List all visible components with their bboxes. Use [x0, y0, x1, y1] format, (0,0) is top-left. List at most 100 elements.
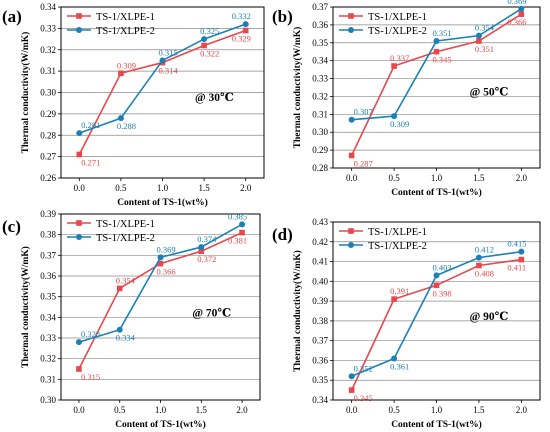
data-label: 0.345: [433, 55, 452, 65]
y-tick-label: 0.35: [312, 375, 328, 385]
y-axis-label: Thermal conductivity(W/mK): [292, 27, 303, 149]
x-tick-label: 2.0: [516, 173, 528, 183]
data-label: 0.309: [390, 119, 409, 129]
data-label: 0.328: [81, 329, 100, 339]
y-tick-label: 0.34: [312, 395, 328, 405]
data-point: [201, 36, 208, 43]
data-point: [518, 248, 525, 255]
x-tick-label: 0.0: [346, 405, 358, 415]
data-point: [116, 285, 123, 292]
panel-letter: (d): [272, 225, 293, 244]
data-label: 0.366: [157, 267, 176, 277]
data-label: 0.309: [117, 60, 136, 70]
data-label: 0.271: [81, 157, 100, 167]
data-point: [76, 130, 83, 137]
data-point: [475, 254, 482, 261]
series-line: [350, 258, 522, 391]
y-axis-label: Thermal conductivity(W/mK): [292, 250, 303, 372]
x-tick-label: 1.5: [473, 173, 485, 183]
data-label: 0.315: [159, 47, 178, 57]
chart-panel: (b) 0.28 0.29 0.30 0.31 0.32 0.33 0.34 0.35 0.36 0…: [272, 0, 541, 198]
y-tick-label: 0.39: [40, 209, 56, 219]
chart-panel: (a) 0.26 0.27 0.28 0.29 0.30 0.31 0.32 0.33 0.34 0…: [2, 2, 265, 208]
panel-letter: (b): [272, 7, 293, 26]
x-tick-label: 0.5: [114, 405, 126, 415]
y-tick-label: 0.36: [312, 20, 328, 30]
data-label: 0.366: [507, 17, 526, 27]
data-label: 0.403: [433, 262, 452, 272]
data-label: 0.372: [197, 254, 216, 264]
data-point: [391, 63, 397, 69]
x-tick-label: 1.0: [157, 183, 169, 193]
data-point: [201, 42, 207, 49]
legend-marker: [348, 13, 354, 19]
data-label: 0.334: [116, 333, 136, 343]
data-label: 0.385: [228, 211, 247, 221]
x-tick-label: 2.0: [516, 405, 528, 415]
x-tick-label: 1.5: [473, 405, 485, 415]
x-tick-label: 0.0: [73, 405, 85, 415]
data-label: 0.408: [475, 269, 494, 279]
data-point: [239, 229, 245, 236]
data-label: 0.314: [159, 66, 179, 76]
data-label: 0.412: [475, 245, 494, 255]
y-tick-label: 0.34: [40, 2, 56, 12]
data-point: [348, 387, 355, 393]
y-tick-label: 0.33: [40, 23, 56, 33]
data-label: 0.288: [117, 121, 136, 131]
y-tick-label: 0.30: [40, 88, 56, 98]
y-tick-label: 0.32: [312, 91, 328, 101]
data-label: 0.315: [81, 372, 100, 382]
y-tick-label: 0.29: [40, 109, 56, 119]
x-tick-label: 0.5: [115, 183, 127, 193]
y-tick-label: 0.28: [40, 130, 56, 140]
data-point: [433, 48, 440, 55]
data-label: 0.381: [228, 236, 247, 246]
panel-letter: (a): [2, 7, 22, 26]
panel-letter: (c): [2, 217, 21, 236]
x-tick-label: 0.0: [74, 183, 86, 193]
legend-label: TS-1/XLPE-2: [368, 241, 427, 252]
data-point: [157, 254, 164, 261]
plot-frame: [332, 221, 541, 401]
legend-label: TS-1/XLPE-2: [96, 26, 155, 37]
x-tick-label: 0.0: [346, 173, 358, 183]
data-label: 0.337: [390, 53, 409, 63]
data-point: [75, 339, 82, 346]
data-label: 0.354: [475, 23, 495, 33]
x-tick-label: 1.0: [155, 405, 167, 415]
data-point: [348, 116, 355, 123]
data-label: 0.287: [354, 158, 373, 168]
y-tick-label: 0.26: [40, 173, 56, 183]
data-point: [198, 244, 205, 251]
data-label: 0.332: [232, 11, 251, 21]
legend-marker: [76, 13, 82, 19]
data-point: [476, 262, 482, 269]
data-point: [242, 21, 249, 28]
legend-marker: [348, 242, 354, 248]
y-tick-label: 0.36: [40, 271, 56, 281]
y-tick-label: 0.31: [312, 109, 328, 119]
x-tick-label: 2.0: [236, 405, 248, 415]
data-point: [518, 5, 525, 12]
data-point: [391, 113, 398, 120]
x-axis-label: Content of TS-1(wt%): [391, 419, 482, 430]
legend-label: TS-1/XLPE-2: [368, 26, 427, 37]
y-tick-label: 0.29: [312, 145, 328, 155]
data-point: [391, 355, 398, 362]
x-axis-label: Content of TS-1(wt%): [115, 419, 206, 430]
data-label: 0.329: [232, 34, 251, 44]
y-tick-label: 0.31: [40, 66, 56, 76]
x-axis-label: Content of TS-1(wt%): [117, 197, 208, 208]
data-point: [433, 272, 440, 279]
data-point: [118, 70, 124, 77]
legend-marker: [76, 234, 82, 240]
legend-marker: [76, 27, 82, 33]
temperature-annotation: @ 30℃: [195, 92, 234, 104]
y-tick-label: 0.42: [312, 237, 328, 247]
legend-marker: [76, 220, 82, 226]
data-label: 0.374: [197, 234, 217, 244]
data-point: [116, 326, 123, 333]
x-axis-label: Content of TS-1(wt%): [391, 187, 482, 198]
y-axis-label: Thermal conductivity(W/mK): [20, 32, 31, 154]
